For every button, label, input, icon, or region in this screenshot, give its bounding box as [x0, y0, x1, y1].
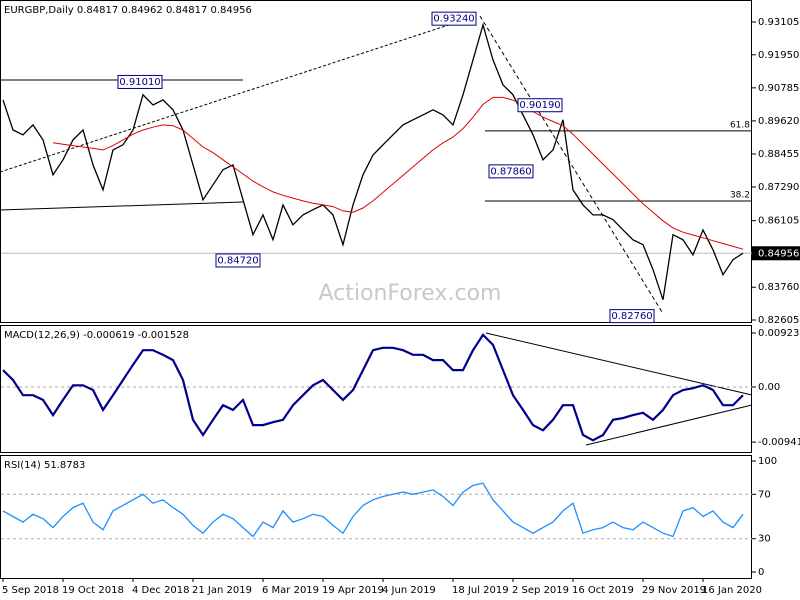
price-label: 0.84720	[217, 255, 258, 266]
panel-title: EURGBP,Daily 0.84817 0.84962 0.84817 0.8…	[4, 5, 252, 16]
y-tick-label: 0.00	[758, 382, 780, 393]
y-tick-label: 0.89620	[758, 116, 799, 127]
macd-trend-line	[585, 404, 753, 446]
price-label-box	[609, 309, 655, 324]
y-tick-label: 0.88455	[758, 149, 799, 160]
x-tick-label: 2 Sep 2019	[512, 585, 569, 596]
fib-label: 61.8	[730, 120, 750, 130]
y-tick-label: 0.82605	[758, 315, 799, 326]
x-tick-label: 4 Dec 2018	[132, 585, 190, 596]
x-tick-label: 29 Nov 2019	[642, 585, 706, 596]
price-label-box	[431, 11, 477, 26]
y-tick-label: 0.83760	[758, 282, 799, 293]
price-label: 0.82760	[611, 311, 652, 322]
series-line	[52, 96, 744, 250]
price-label-box	[215, 253, 261, 268]
y-tick-label: 100	[758, 456, 777, 467]
y-tick-label: 0.86105	[758, 216, 799, 227]
x-tick-label: 19 Apr 2019	[322, 585, 384, 596]
y-tick-label: 0.87290	[758, 182, 799, 193]
x-tick-label: 19 Oct 2018	[62, 585, 124, 596]
rsi-panel	[0, 455, 752, 579]
series-line	[2, 482, 744, 538]
x-tick-label: 16 Jan 2020	[702, 585, 762, 596]
price-label-box	[517, 98, 563, 113]
last-price-badge	[752, 246, 800, 261]
price-label: 0.91010	[119, 77, 160, 88]
watermark: ActionForex.com	[319, 281, 502, 306]
y-tick-label: 0	[758, 567, 764, 578]
price-label-box	[117, 74, 163, 89]
x-tick-label: 21 Jan 2019	[192, 585, 252, 596]
price-panel	[0, 0, 752, 323]
x-tick-label: 4 Jun 2019	[382, 585, 436, 596]
series-line	[2, 22, 744, 300]
x-tick-label: 16 Oct 2019	[572, 585, 634, 596]
y-tick-label: 70	[758, 489, 771, 500]
trend-line	[479, 15, 663, 313]
y-tick-label: 0.91950	[758, 50, 799, 61]
fib-label: 38.2	[730, 190, 750, 200]
x-tick-label: 18 Jul 2019	[452, 585, 509, 596]
y-tick-label: 0.90785	[758, 83, 799, 94]
panel-title: MACD(12,26,9) -0.000619 -0.001528	[4, 330, 189, 341]
x-tick-label: 6 Mar 2019	[262, 585, 319, 596]
price-label-box	[488, 164, 534, 179]
macd-panel	[0, 325, 752, 453]
y-tick-label: 0.009237	[758, 328, 800, 339]
series-line	[2, 333, 744, 442]
trend-line	[0, 15, 477, 173]
last-price-label: 0.84956	[758, 248, 799, 259]
y-tick-label: 0.93105	[758, 17, 799, 28]
panel-title: RSI(14) 51.8783	[4, 460, 85, 471]
macd-trend-line	[485, 332, 753, 396]
y-tick-label: -0.009413	[758, 437, 800, 448]
price-label: 0.90190	[519, 100, 560, 111]
y-tick-label: 30	[758, 534, 771, 545]
x-tick-label: 5 Sep 2018	[2, 585, 59, 596]
support-line	[0, 201, 244, 211]
price-label: 0.87860	[490, 166, 531, 177]
price-label: 0.93240	[433, 14, 474, 25]
trend-lines	[0, 15, 753, 446]
